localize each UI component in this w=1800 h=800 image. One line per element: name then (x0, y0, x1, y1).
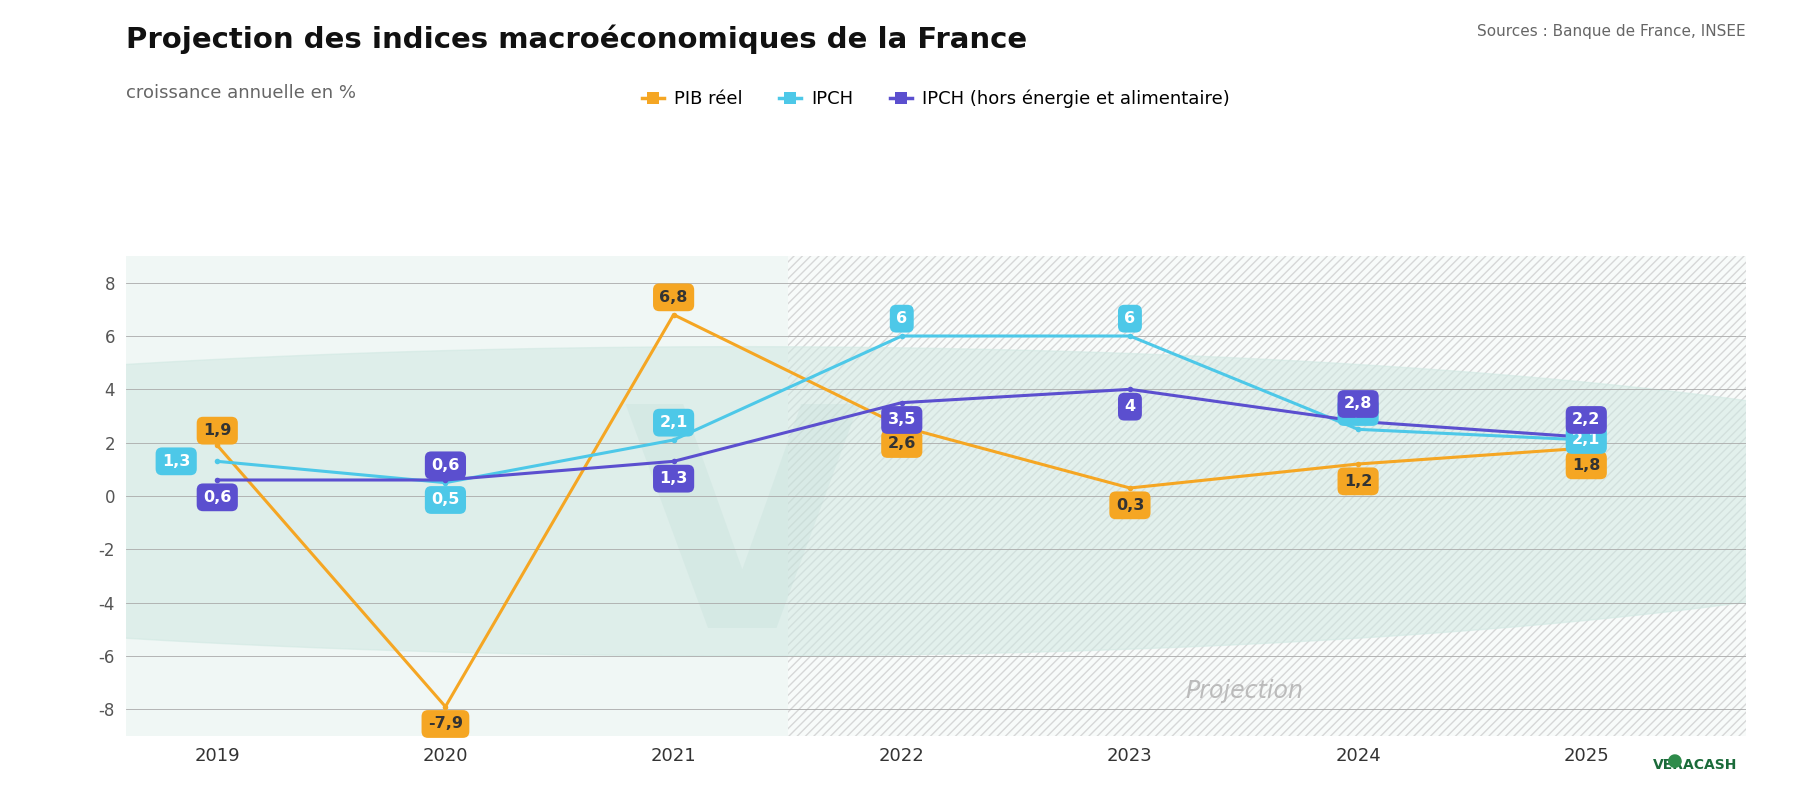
Text: 2,2: 2,2 (1571, 413, 1600, 427)
Text: V: V (625, 395, 860, 693)
Text: 0,6: 0,6 (203, 490, 232, 505)
Text: 2,8: 2,8 (1345, 397, 1372, 411)
Text: 1,3: 1,3 (659, 471, 688, 486)
Text: 1,2: 1,2 (1345, 474, 1372, 489)
Text: 0,5: 0,5 (432, 493, 459, 507)
Text: 3,5: 3,5 (887, 413, 916, 427)
Text: 1,9: 1,9 (203, 423, 232, 438)
Text: 1,8: 1,8 (1571, 458, 1600, 473)
Text: Projection des indices macroéconomiques de la France: Projection des indices macroéconomiques … (126, 24, 1028, 54)
Bar (788, 256, 1746, 736)
Text: croissance annuelle en %: croissance annuelle en % (126, 84, 356, 102)
Text: 4: 4 (1125, 399, 1136, 414)
Text: Sources : Banque de France, INSEE: Sources : Banque de France, INSEE (1478, 24, 1746, 39)
Text: Projection: Projection (1184, 678, 1303, 702)
Text: VERACASH: VERACASH (1652, 758, 1737, 772)
Polygon shape (0, 346, 1800, 656)
Text: 6,8: 6,8 (659, 290, 688, 305)
Text: 2,6: 2,6 (887, 437, 916, 451)
Text: -7,9: -7,9 (428, 717, 463, 731)
Text: 0,6: 0,6 (432, 458, 459, 473)
Text: 2,1: 2,1 (659, 415, 688, 430)
Text: 0,3: 0,3 (1116, 498, 1145, 513)
Text: 6: 6 (896, 311, 907, 326)
Legend: PIB réel, IPCH, IPCH (hors énergie et alimentaire): PIB réel, IPCH, IPCH (hors énergie et al… (635, 82, 1237, 115)
Text: ●: ● (1667, 752, 1683, 770)
Text: 2,1: 2,1 (1571, 433, 1600, 447)
Text: 6: 6 (1125, 311, 1136, 326)
Text: 2,5: 2,5 (1345, 405, 1372, 419)
Text: 1,3: 1,3 (162, 454, 191, 469)
